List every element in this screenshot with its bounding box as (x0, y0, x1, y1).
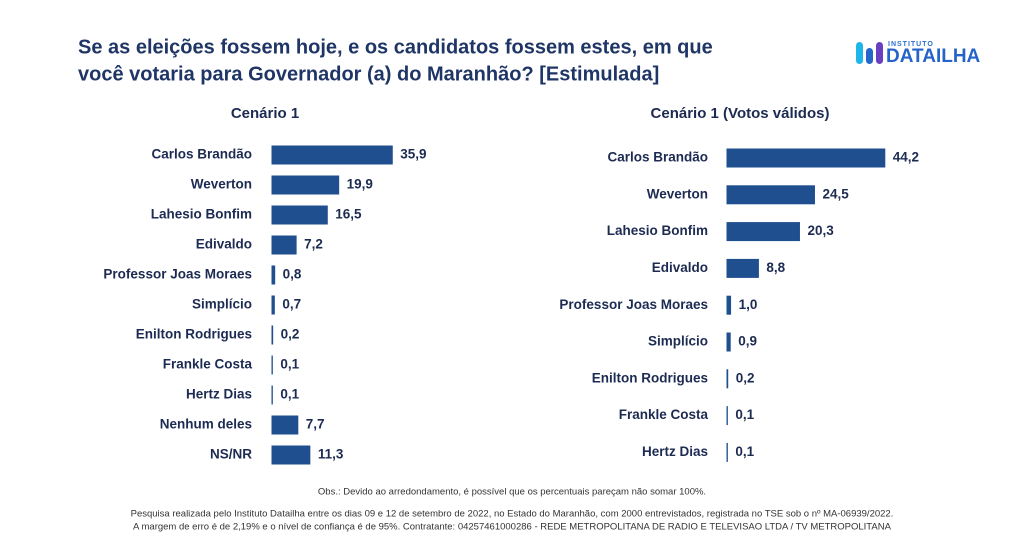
title-line: você votaria para Governador (a) do Mara… (78, 63, 659, 85)
logo-icon (866, 48, 873, 64)
category-label: Simplício (648, 334, 708, 349)
bar (726, 258, 759, 278)
bar (271, 415, 299, 435)
value-label: 19,9 (347, 177, 373, 192)
value-label: 44,2 (893, 150, 919, 165)
footnote: A margem de erro é de 2,19% e o nível de… (133, 522, 892, 533)
logo-small: INSTITUTO (888, 41, 934, 48)
bar (726, 148, 886, 168)
value-label: 20,3 (807, 223, 834, 238)
value-label: 8,8 (766, 260, 785, 275)
logo-icon (856, 42, 863, 64)
value-label: 0,7 (282, 297, 301, 312)
value-label: 0,8 (283, 267, 302, 282)
value-label: 24,5 (822, 186, 849, 201)
category-label: Frankle Costa (163, 357, 253, 372)
category-label: Enilton Rodrigues (136, 327, 252, 342)
category-label: Carlos Brandão (151, 147, 252, 162)
category-label: Simplício (192, 297, 252, 312)
bar (726, 295, 732, 315)
bar (271, 175, 340, 195)
footnote: Pesquisa realizada pelo Instituto Datail… (131, 509, 894, 520)
chart-subtitle: Cenário 1 (231, 105, 299, 122)
category-label: Enilton Rodrigues (592, 370, 708, 385)
bar (271, 445, 311, 465)
category-label: Lahesio Bonfim (151, 207, 252, 222)
value-label: 0,2 (736, 370, 755, 385)
value-label: 0,1 (280, 387, 299, 402)
title-line: Se as eleições fossem hoje, e os candida… (78, 36, 713, 58)
value-label: 11,3 (318, 447, 344, 462)
logo-name: DATAILHA (886, 46, 981, 67)
footnote: Obs.: Devido ao arredondamento, é possív… (318, 487, 706, 498)
bar (271, 295, 275, 315)
value-label: 16,5 (335, 207, 362, 222)
category-label: Weverton (647, 186, 708, 201)
category-label: Carlos Brandão (607, 150, 708, 165)
value-label: 7,7 (306, 417, 325, 432)
value-label: 35,9 (400, 147, 426, 162)
bar (271, 145, 393, 165)
bar (726, 369, 729, 389)
category-label: Edivaldo (652, 260, 708, 275)
value-label: 0,1 (280, 357, 299, 372)
category-label: Professor Joas Moraes (559, 297, 708, 312)
category-label: Weverton (191, 177, 252, 192)
category-label: Professor Joas Moraes (103, 267, 252, 282)
logo-icon (876, 42, 883, 64)
bar (271, 265, 276, 285)
bar (726, 222, 800, 242)
value-label: 0,1 (735, 407, 754, 422)
bar (271, 205, 328, 225)
category-label: NS/NR (210, 447, 252, 462)
category-label: Hertz Dias (186, 387, 252, 402)
category-label: Edivaldo (196, 237, 252, 252)
logo: INSTITUTO DATAILHA (856, 41, 981, 67)
value-label: 0,9 (738, 334, 757, 349)
bar (271, 325, 274, 345)
category-label: Hertz Dias (642, 444, 708, 459)
category-label: Nenhum deles (160, 417, 252, 432)
category-label: Frankle Costa (619, 407, 709, 422)
bar (726, 185, 815, 205)
value-label: 0,2 (281, 327, 300, 342)
value-label: 0,1 (735, 444, 754, 459)
value-label: 1,0 (739, 297, 758, 312)
category-label: Lahesio Bonfim (607, 223, 708, 238)
chart-subtitle: Cenário 1 (Votos válidos) (651, 105, 830, 122)
bar (726, 332, 731, 352)
bar (271, 235, 297, 255)
value-label: 7,2 (304, 237, 323, 252)
